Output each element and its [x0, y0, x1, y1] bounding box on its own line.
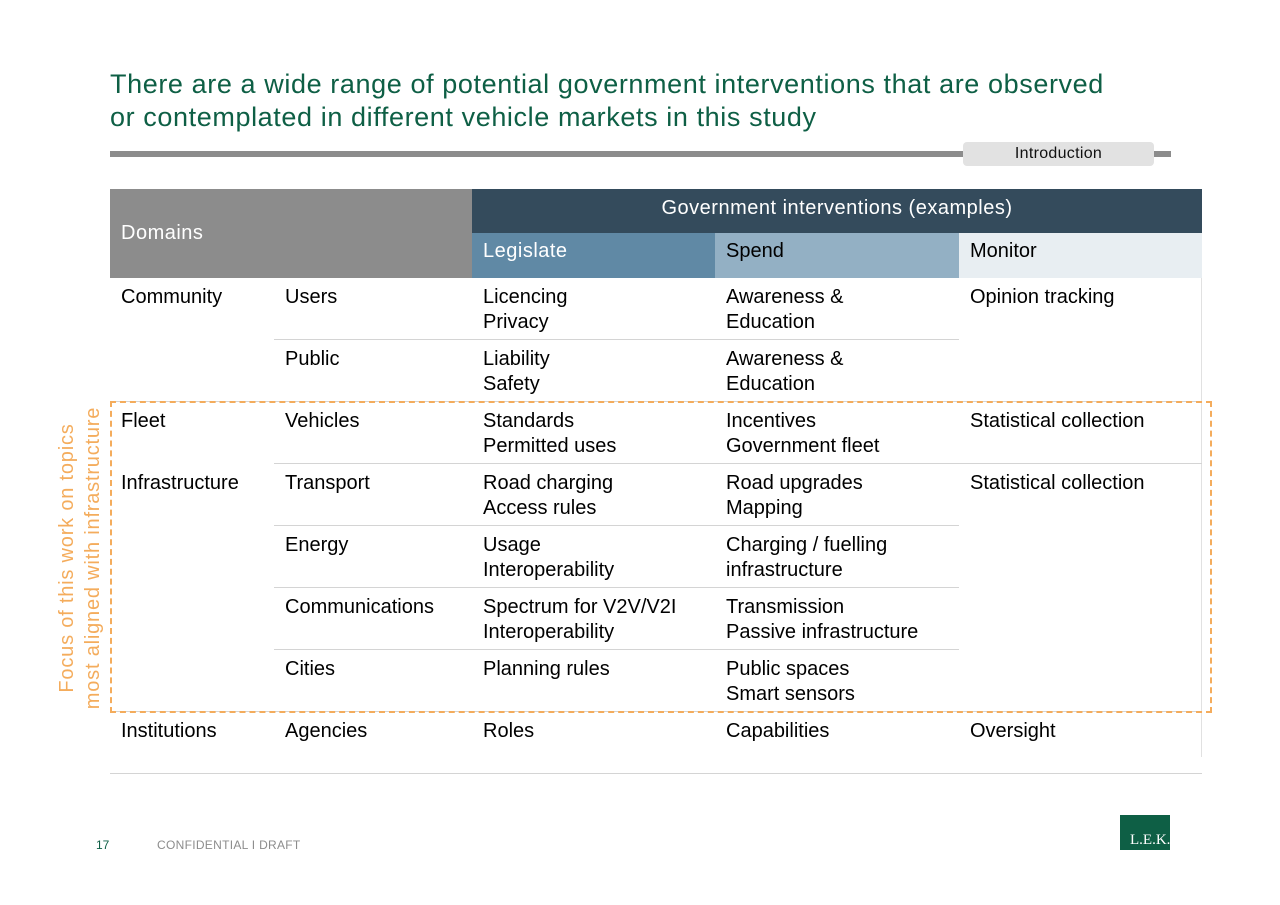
table-row: Infrastructure Transport Road charging Acce…	[110, 464, 1202, 526]
cell-line: Access rules	[483, 497, 597, 519]
cell-line: Spectrum for V2V/V2I	[483, 596, 677, 618]
legislate-cell: Roles	[472, 712, 715, 744]
cell-line: Public spaces	[726, 658, 850, 680]
cell-line: Passive infrastructure	[726, 621, 919, 643]
focus-label-line-2: most aligned with infrastructure	[82, 406, 104, 710]
table-row: Communications Spectrum for V2V/V2I Intero…	[110, 588, 1202, 650]
domain-cell: Community	[121, 286, 223, 308]
domain-cell	[110, 340, 274, 347]
section-tag: Introduction	[963, 142, 1154, 166]
row-separator	[274, 339, 959, 340]
subdomain-cell: Transport	[285, 472, 370, 494]
subdomain-cell: Cities	[285, 658, 336, 680]
table-row: Fleet Vehicles Standards Permitted uses Ince…	[110, 402, 1202, 464]
domain-cell: Fleet	[121, 410, 166, 432]
cell-line: Education	[726, 373, 815, 395]
focus-label-line-1: Focus of this work on topics	[56, 423, 78, 693]
table-row: Institutions Agencies Roles Capabilities Ove…	[110, 712, 1202, 774]
subdomain-cell: Vehicles	[285, 410, 360, 432]
row-separator	[274, 525, 959, 526]
title-line-1: There are a wide range of potential gove…	[110, 69, 1104, 99]
subdomain-cell: Public	[285, 348, 340, 370]
confidential-label: CONFIDENTIAL I DRAFT	[157, 838, 301, 852]
monitor-cell: Statistical collection	[970, 472, 1145, 494]
slide-title: There are a wide range of potential gove…	[110, 68, 1190, 134]
row-separator	[274, 649, 959, 650]
focus-highlight-box	[110, 401, 1212, 713]
table-row: Energy Usage Interoperability Charging / fu…	[110, 526, 1202, 588]
table-row: Public Liability Safety Awareness & Educatio…	[110, 340, 1202, 402]
spend-cell: Capabilities	[715, 712, 959, 744]
subdomain-cell: Communications	[285, 596, 434, 618]
monitor-cell	[959, 340, 1202, 347]
spend-cell: Incentives Government fleet	[715, 402, 959, 459]
title-divider	[110, 151, 1171, 157]
row-separator	[274, 587, 959, 588]
legislate-cell: Spectrum for V2V/V2I Interoperability	[472, 588, 715, 645]
table-row: Cities Planning rules Public spaces Smart s…	[110, 650, 1202, 712]
cell-line: Road upgrades	[726, 472, 863, 494]
subdomain-cell: Agencies	[285, 720, 368, 742]
spend-cell: Transmission Passive infrastructure	[715, 588, 959, 645]
row-separator	[110, 773, 1202, 774]
cell-line: Incentives	[726, 410, 817, 432]
spend-cell: Charging / fuelling infrastructure	[715, 526, 959, 583]
cell-line: Standards	[483, 410, 575, 432]
cell-line: Education	[726, 311, 815, 333]
legislate-cell: Standards Permitted uses	[472, 402, 715, 459]
legislate-cell: Usage Interoperability	[472, 526, 715, 583]
cell-line: Smart sensors	[726, 683, 855, 705]
table-row: Community Users Licencing Privacy Awareness …	[110, 278, 1202, 340]
cell-line: Capabilities	[726, 720, 830, 742]
spend-cell: Public spaces Smart sensors	[715, 650, 959, 707]
legislate-cell: Planning rules	[472, 650, 715, 682]
cell-line: Road charging	[483, 472, 614, 494]
spend-cell: Awareness & Education	[715, 340, 959, 397]
subdomain-cell: Energy	[285, 534, 349, 556]
government-interventions-header: Government interventions (examples)	[472, 189, 1202, 233]
page-number: 17	[96, 838, 110, 852]
row-separator	[274, 463, 1202, 464]
cell-line: Awareness &	[726, 348, 844, 370]
focus-label: Focus of this work on topics most aligne…	[54, 393, 106, 723]
interventions-table: Domains Government interventions (exampl…	[110, 189, 1202, 774]
legislate-header: Legislate	[472, 233, 715, 278]
monitor-cell: Statistical collection	[970, 410, 1145, 432]
cell-line: Interoperability	[483, 621, 615, 643]
cell-line: Charging / fuelling	[726, 534, 888, 556]
cell-line: Safety	[483, 373, 540, 395]
cell-line: Privacy	[483, 311, 549, 333]
cell-line: Licencing	[483, 286, 568, 308]
cell-line: Mapping	[726, 497, 803, 519]
spend-header: Spend	[715, 233, 959, 278]
domain-cell: Institutions	[121, 720, 217, 742]
cell-line: Roles	[483, 720, 535, 742]
monitor-cell: Oversight	[970, 720, 1056, 742]
spend-cell: Road upgrades Mapping	[715, 464, 959, 521]
lek-logo: L.E.K.	[1120, 815, 1170, 850]
cell-line: Government fleet	[726, 435, 880, 457]
cell-line: Usage	[483, 534, 541, 556]
subdomain-cell: Users	[285, 286, 338, 308]
cell-line: Permitted uses	[483, 435, 617, 457]
domain-cell: Infrastructure	[121, 472, 239, 494]
monitor-cell: Opinion tracking	[970, 286, 1115, 308]
title-line-2: or contemplated in different vehicle mar…	[110, 102, 817, 132]
spend-cell: Awareness & Education	[715, 278, 959, 335]
legislate-cell: Liability Safety	[472, 340, 715, 397]
cell-line: Planning rules	[483, 658, 610, 680]
legislate-cell: Road charging Access rules	[472, 464, 715, 521]
legislate-cell: Licencing Privacy	[472, 278, 715, 335]
cell-line: Awareness &	[726, 286, 844, 308]
table-right-border	[1201, 278, 1202, 757]
cell-line: Interoperability	[483, 559, 615, 581]
cell-line: infrastructure	[726, 559, 843, 581]
cell-line: Transmission	[726, 596, 845, 618]
cell-line: Liability	[483, 348, 550, 370]
monitor-header: Monitor	[959, 233, 1202, 278]
domains-header: Domains	[110, 189, 472, 278]
